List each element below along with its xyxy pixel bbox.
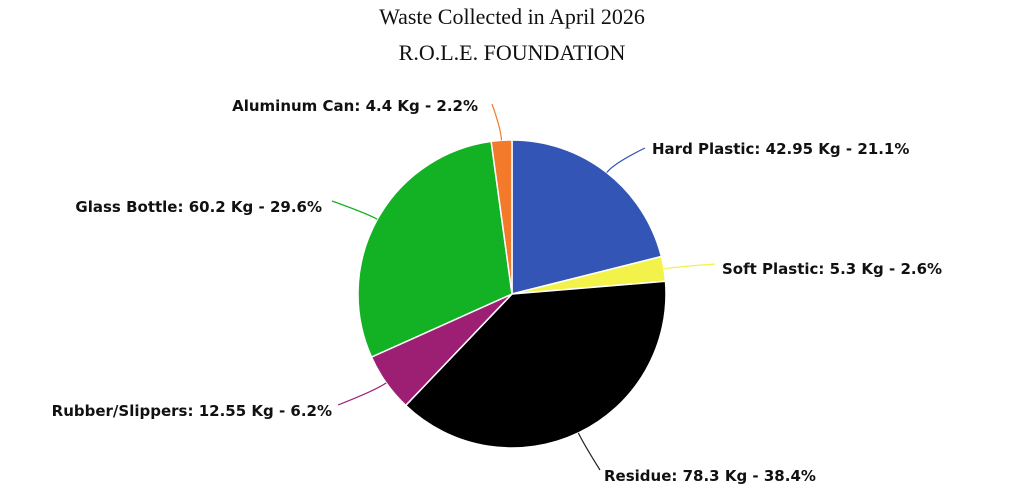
data-label-rubber-slippers: Rubber/Slippers: 12.55 Kg - 6.2% [52, 402, 332, 420]
data-label-residue: Residue: 78.3 Kg - 38.4% [604, 467, 816, 485]
data-label-soft-plastic: Soft Plastic: 5.3 Kg - 2.6% [722, 260, 942, 278]
leader-line-residue [577, 432, 601, 471]
leader-line-soft-plastic [663, 263, 716, 270]
chart-title: Waste Collected in April 2026 [379, 4, 645, 29]
leader-line-rubber-slippers [337, 382, 387, 406]
pie-slice-hard-plastic [511, 139, 663, 295]
leader-line-aluminum-can [491, 103, 503, 141]
leader-line-glass-bottle [331, 200, 378, 220]
leader-line-hard-plastic [606, 147, 646, 173]
data-label-hard-plastic: Hard Plastic: 42.95 Kg - 21.1% [652, 140, 909, 158]
data-label-aluminum-can: Aluminum Can: 4.4 Kg - 2.2% [232, 97, 478, 115]
pie-slice-residue [404, 280, 667, 449]
chart-subtitle: R.O.L.E. FOUNDATION [398, 40, 626, 65]
data-label-glass-bottle: Glass Bottle: 60.2 Kg - 29.6% [75, 198, 322, 216]
